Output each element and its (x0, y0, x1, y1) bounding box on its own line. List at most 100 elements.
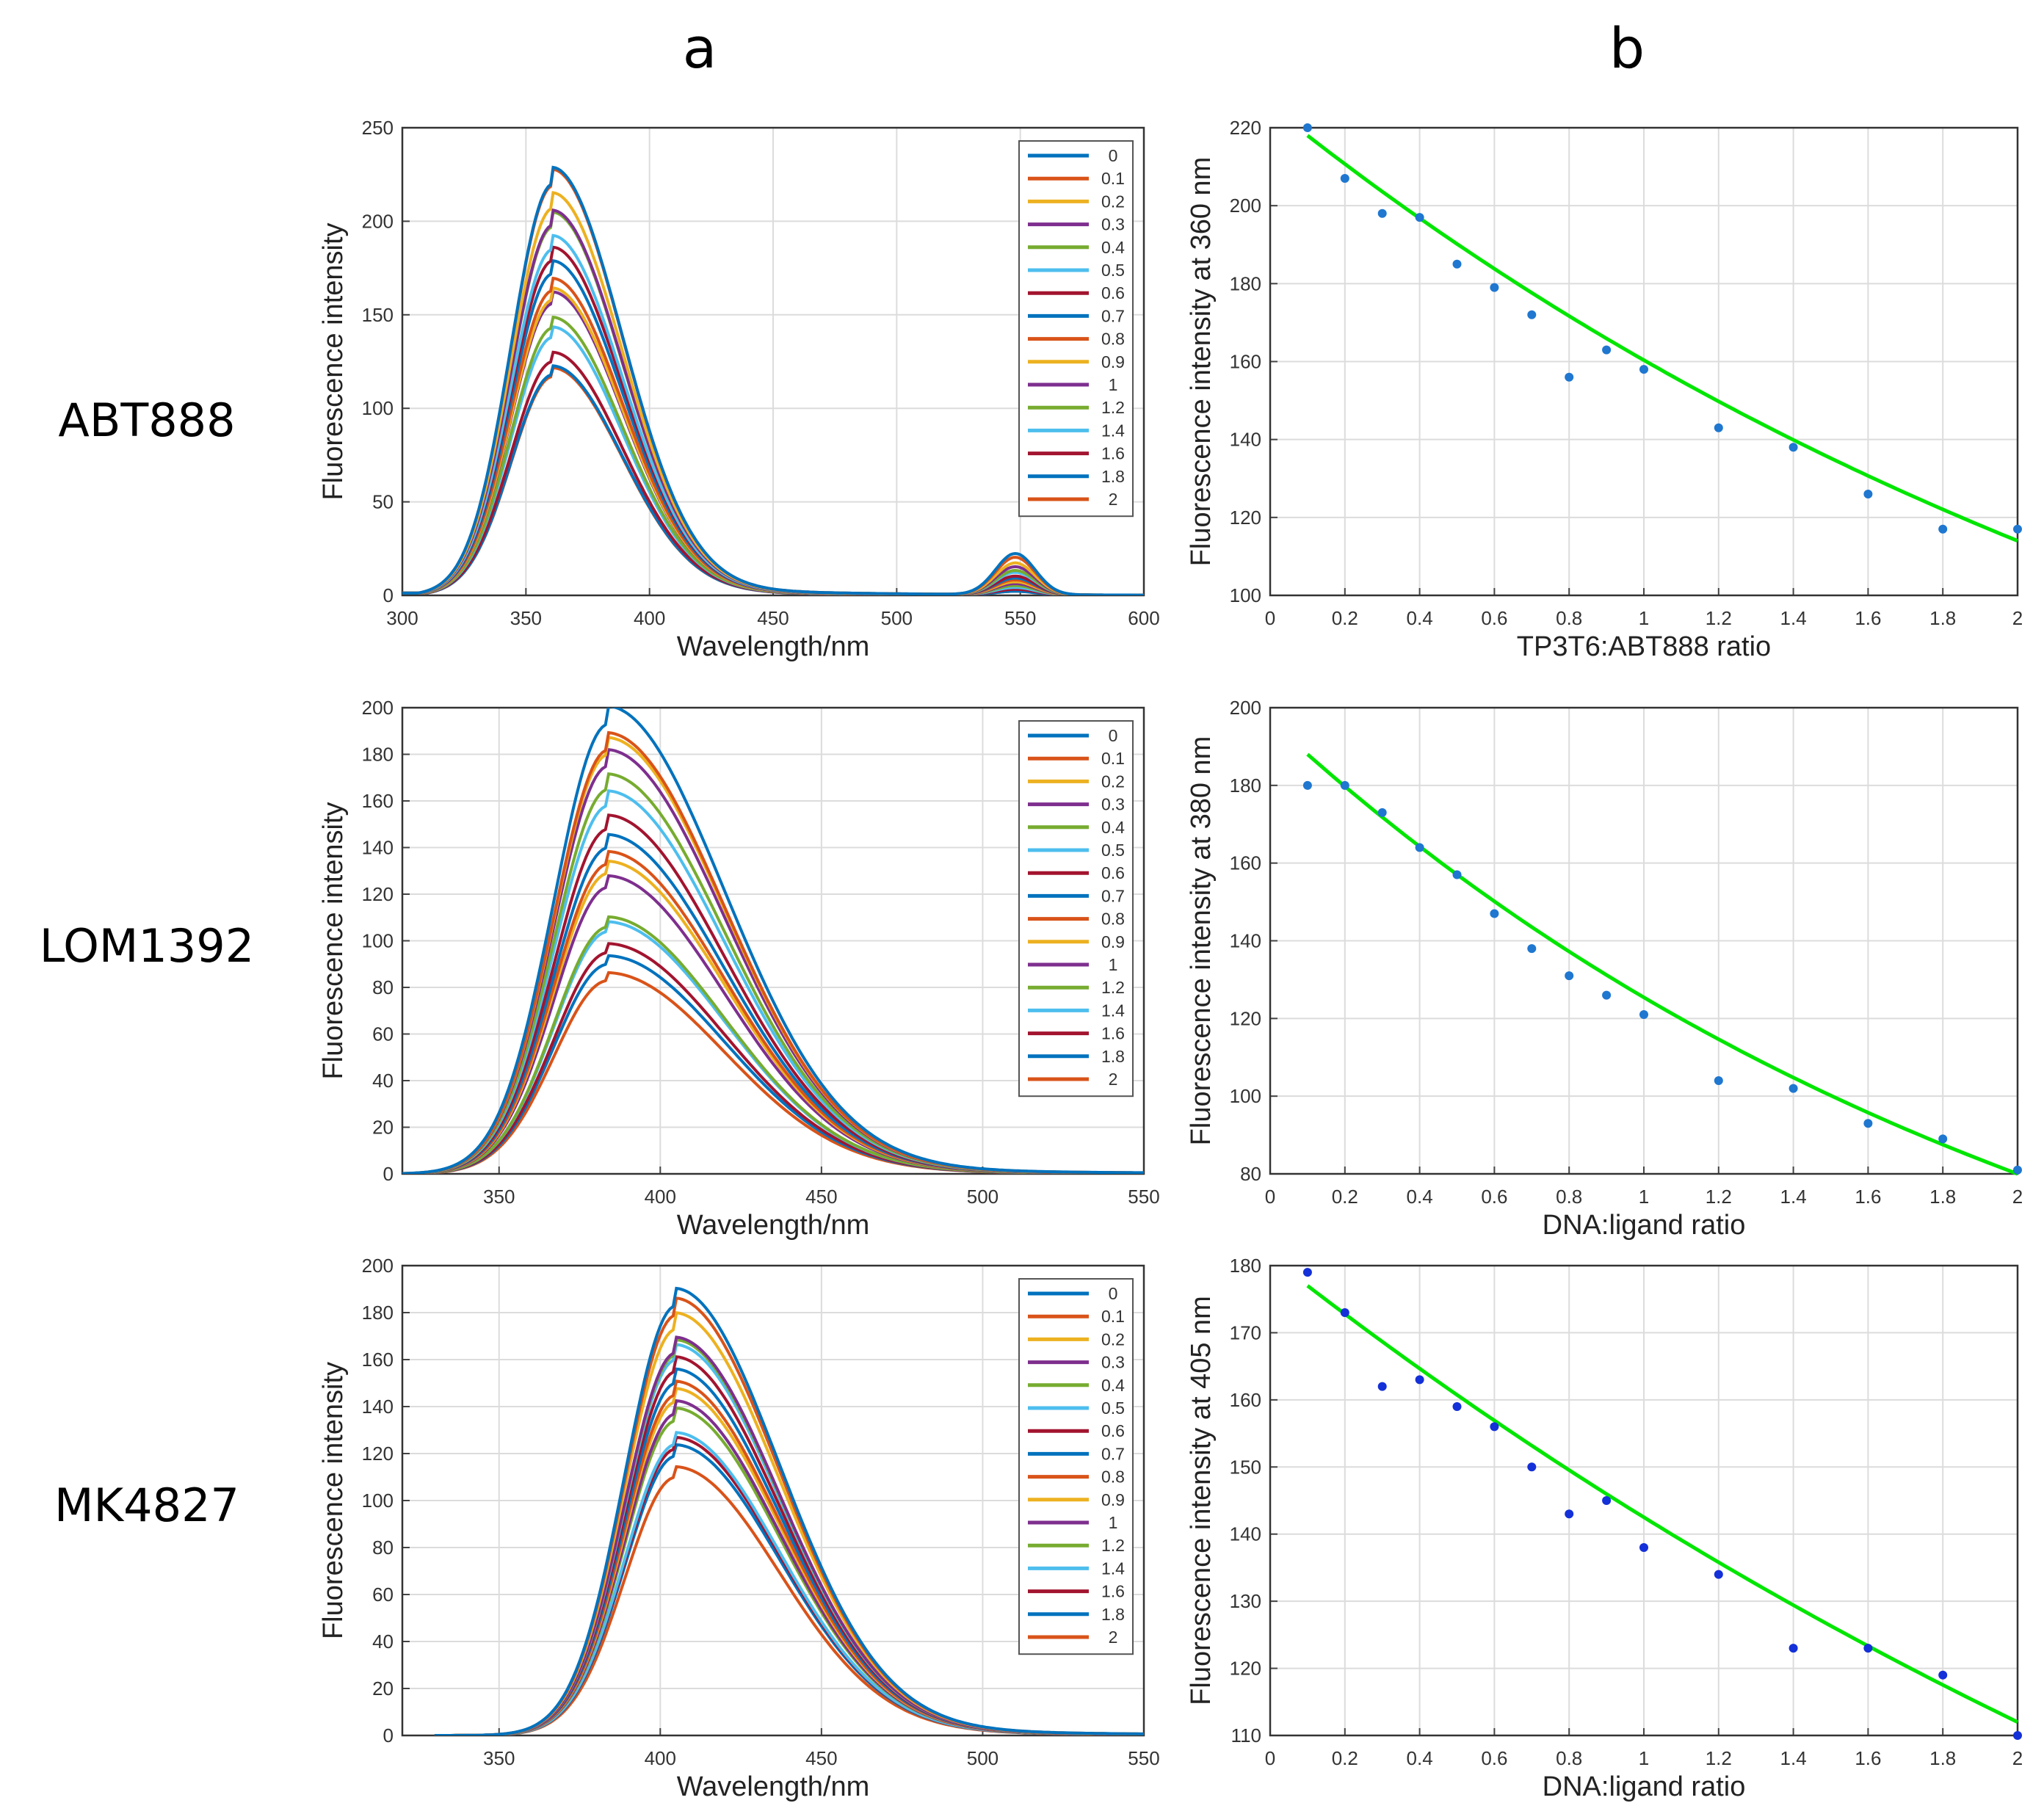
y-axis-label: Fluorescence intensity at 380 nm (1186, 736, 1217, 1146)
column-label-b: b (1609, 15, 1645, 81)
x-tick-label: 500 (967, 1747, 999, 1769)
fit-curve (1306, 134, 2018, 543)
x-tick-label: 500 (881, 607, 913, 629)
legend: 0 0.1 0.2 0.3 0.4 0.5 0.6 0.7 0.8 0.9 1 1.2 1.4 1.6 1.… (1018, 1278, 1134, 1655)
y-tick-label: 120 (362, 883, 394, 905)
y-tick-label: 0 (383, 1724, 394, 1746)
x-tick-label: 1.2 (1706, 1186, 1732, 1208)
x-tick-label: 450 (757, 607, 789, 629)
y-tick-label: 110 (1231, 1724, 1261, 1746)
legend-label: 1.8 (1101, 1605, 1125, 1624)
y-tick-label: 140 (1230, 429, 1261, 451)
x-tick-label: 1.2 (1706, 1747, 1732, 1769)
data-point (1863, 1119, 1873, 1128)
y-tick-label: 140 (1230, 930, 1261, 952)
y-tick-label: 180 (362, 1302, 394, 1324)
data-point (1602, 1496, 1612, 1505)
legend-label: 1.4 (1101, 421, 1125, 440)
data-point (1452, 1402, 1462, 1411)
x-tick-label: 0.8 (1556, 1747, 1582, 1769)
legend-label: 0.2 (1101, 772, 1125, 791)
legend-label: 2 (1109, 1070, 1118, 1089)
data-point (1340, 1308, 1349, 1317)
y-tick-label: 200 (1230, 697, 1261, 719)
data-point (1452, 259, 1462, 269)
x-tick-label: 550 (1128, 1747, 1159, 1769)
data-point (1788, 1084, 1798, 1093)
x-tick-label: 500 (967, 1186, 999, 1208)
data-point (1863, 1644, 1873, 1653)
x-tick-label: 450 (805, 1747, 837, 1769)
data-point (1863, 489, 1873, 498)
y-tick-label: 200 (1230, 195, 1261, 217)
legend-label: 0.6 (1101, 863, 1125, 882)
x-tick-label: 1 (1639, 1747, 1649, 1769)
y-tick-label: 20 (372, 1117, 394, 1139)
legend-label: 0.2 (1101, 1329, 1125, 1349)
y-tick-label: 100 (1230, 1085, 1261, 1107)
legend-label: 0.7 (1101, 886, 1125, 905)
legend-label: 0.8 (1101, 910, 1125, 929)
legend-label: 0.2 (1101, 192, 1125, 211)
spectra-abt888-axes: 300 350 400 450 500 550 600 0 50 100 150 200 250 Wave… (318, 117, 1160, 662)
y-tick-label: 200 (362, 1255, 394, 1277)
x-tick-label: 0.4 (1407, 1186, 1433, 1208)
data-point (1302, 123, 1312, 132)
x-tick-label: 0 (1265, 607, 1275, 629)
legend-label: 1.2 (1101, 978, 1125, 997)
x-tick-label: 350 (510, 607, 542, 629)
legend-label: 1.2 (1101, 398, 1125, 417)
x-tick-label: 400 (645, 1186, 676, 1208)
x-tick-label: 400 (645, 1747, 676, 1769)
x-tick-label: 0.4 (1407, 607, 1433, 629)
y-tick-label: 200 (362, 210, 394, 232)
x-tick-label: 0.8 (1556, 607, 1582, 629)
x-axis-label: Wavelength/nm (677, 631, 870, 662)
column-label-a: a (683, 15, 717, 81)
data-point (1639, 1543, 1648, 1552)
legend-label: 0.1 (1101, 1307, 1125, 1326)
spectra-lom1392-axes: 350 400 450 500 5500204060801001201401601802… (318, 697, 1160, 1241)
y-tick-label: 40 (372, 1630, 394, 1653)
y-tick-label: 100 (362, 1490, 394, 1512)
y-tick-label: 180 (1230, 774, 1261, 797)
legend-label: 0.5 (1101, 841, 1125, 860)
x-tick-label: 0.2 (1332, 1747, 1358, 1769)
x-tick-label: 1.6 (1855, 607, 1881, 629)
legend-label: 0.7 (1101, 306, 1125, 325)
plot-frame (1269, 706, 2019, 1175)
legend-label: 1.6 (1101, 1582, 1125, 1601)
spectra-mk4827-axes: 350 400 450 500 5500204060801001201401601802… (318, 1255, 1160, 1802)
x-tick-label: 0.6 (1481, 607, 1507, 629)
y-axis-label: Fluorescence intensity at 405 nm (1186, 1296, 1217, 1705)
data-point (1527, 1462, 1537, 1472)
plot-frame (401, 126, 1145, 597)
y-tick-label: 40 (372, 1070, 394, 1092)
data-point (1938, 1670, 1948, 1680)
legend-label: 0.3 (1101, 1353, 1125, 1372)
legend-label: 1.2 (1101, 1536, 1125, 1555)
y-axis-label: Fluorescence intensity (318, 802, 349, 1079)
spectrum-line-0 (402, 708, 1144, 1174)
legend-label: 1 (1109, 375, 1118, 394)
fit-mk4827-axes: 0 0.2 0.4 0.6 0.8 1 1.2 1.4 1.6 1.8 2 110 120 130 140 1… (1186, 1255, 2023, 1802)
x-tick-label: 1.4 (1780, 1747, 1807, 1769)
y-tick-label: 140 (362, 837, 394, 859)
legend-label: 0.8 (1101, 1468, 1125, 1487)
y-axis-label: Fluorescence intensity (318, 222, 349, 500)
data-point (1938, 524, 1948, 534)
y-tick-label: 170 (1230, 1321, 1261, 1343)
y-tick-label: 140 (362, 1396, 394, 1418)
data-point (1602, 990, 1612, 1000)
x-tick-label: 350 (483, 1186, 515, 1208)
y-tick-label: 120 (1230, 507, 1261, 529)
y-tick-label: 140 (1230, 1523, 1261, 1545)
x-axis-label: DNA:ligand ratio (1543, 1210, 1746, 1241)
spectra-lines (402, 165, 1144, 595)
plot-frame (1269, 1264, 2019, 1737)
x-tick-label: 1 (1639, 1186, 1649, 1208)
spectra-lines (402, 708, 1144, 1174)
x-tick-label: 1 (1639, 607, 1649, 629)
x-axis-label: Wavelength/nm (677, 1771, 870, 1802)
